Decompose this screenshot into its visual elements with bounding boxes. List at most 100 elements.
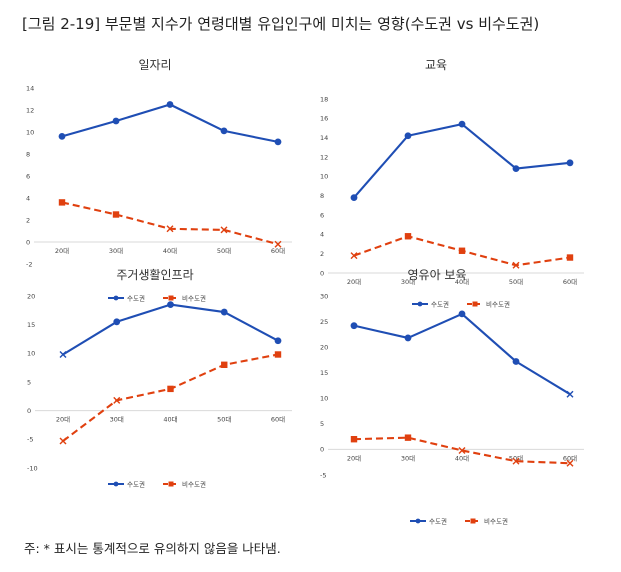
y-tick-label: 6 xyxy=(320,211,324,219)
chart-title: 주거생활인프라 xyxy=(116,268,193,282)
legend-label-capital: 수도권 xyxy=(127,294,145,302)
data-point-capital xyxy=(220,308,228,316)
y-tick-label: 18 xyxy=(320,95,328,103)
data-point-non-capital xyxy=(566,254,574,261)
data-point-capital xyxy=(220,127,228,135)
x-tick-label: 30대 xyxy=(109,247,123,255)
data-point-non-capital xyxy=(458,247,466,254)
data-point-capital xyxy=(112,117,120,125)
legend-marker-capital xyxy=(113,295,119,301)
legend-marker-capital xyxy=(113,481,119,487)
data-point-non-capital xyxy=(274,351,282,358)
x-tick-label: 40대 xyxy=(163,247,177,255)
x-tick-label: 50대 xyxy=(509,454,523,462)
x-tick-label: 20대 xyxy=(347,454,361,462)
legend-marker-non-capital xyxy=(472,301,478,307)
y-tick-label: -5 xyxy=(27,436,33,444)
data-point-non-capital xyxy=(59,437,67,445)
y-tick-label: 6 xyxy=(26,172,30,180)
legend-label-capital: 수도권 xyxy=(429,517,447,525)
legend-label-non-capital: 비수도권 xyxy=(484,516,508,525)
y-tick-label: 10 xyxy=(26,128,34,136)
data-point-capital xyxy=(458,310,466,318)
legend-label-capital: 수도권 xyxy=(127,480,145,488)
y-tick-label: 15 xyxy=(320,369,328,377)
data-point-capital xyxy=(566,159,574,167)
data-point-non-capital xyxy=(113,396,121,404)
y-tick-label: 14 xyxy=(26,84,34,92)
data-point-non-capital xyxy=(350,252,358,260)
y-tick-label: 4 xyxy=(26,194,30,202)
y-tick-label: 0 xyxy=(320,269,324,277)
data-point-non-capital xyxy=(112,211,120,218)
legend-label-non-capital: 비수도권 xyxy=(486,299,510,308)
data-point-capital xyxy=(166,101,174,108)
y-tick-label: 5 xyxy=(27,378,31,386)
data-point-non-capital xyxy=(458,446,466,454)
data-point-capital xyxy=(59,350,67,358)
data-point-non-capital xyxy=(274,240,282,248)
data-point-capital xyxy=(458,120,466,128)
y-tick-label: 30 xyxy=(320,292,328,300)
series-line-non-capital xyxy=(61,201,279,246)
data-point-non-capital xyxy=(512,261,520,269)
y-tick-label: 0 xyxy=(26,238,30,246)
y-tick-label: -10 xyxy=(27,464,38,472)
y-tick-label: 20 xyxy=(320,343,328,351)
data-point-non-capital xyxy=(350,436,358,443)
legend-marker-non-capital xyxy=(168,295,174,301)
legend-label-capital: 수도권 xyxy=(431,300,449,308)
x-tick-label: 30대 xyxy=(110,416,124,424)
chart-title: 영유아 보육 xyxy=(407,268,466,282)
x-tick-label: 60대 xyxy=(271,416,285,424)
series-line-capital xyxy=(353,123,571,199)
data-point-capital xyxy=(113,318,121,326)
series-line-capital xyxy=(61,103,279,143)
data-point-non-capital xyxy=(58,199,66,206)
x-tick-label: 20대 xyxy=(347,278,361,286)
y-tick-label: 14 xyxy=(320,134,328,142)
y-tick-label: 10 xyxy=(320,173,328,181)
y-tick-label: -5 xyxy=(320,471,326,479)
legend-marker-capital xyxy=(415,518,421,524)
legend-label-non-capital: 비수도권 xyxy=(182,479,206,488)
y-tick-label: 12 xyxy=(26,106,34,114)
data-point-capital xyxy=(350,194,358,202)
x-tick-label: 20대 xyxy=(55,247,69,255)
x-tick-label: 30대 xyxy=(401,454,415,462)
data-point-non-capital xyxy=(167,385,174,393)
data-point-non-capital xyxy=(166,225,174,233)
series-line-capital xyxy=(62,303,279,356)
data-point-capital xyxy=(274,138,282,146)
data-point-non-capital xyxy=(404,233,412,240)
data-point-capital xyxy=(566,390,574,398)
footnote: 주: * 표시는 통계적으로 유의하지 않음을 나타냄. xyxy=(24,541,281,556)
legend-marker-capital xyxy=(417,301,423,307)
y-tick-label: 5 xyxy=(320,420,324,428)
y-tick-label: 4 xyxy=(320,231,324,239)
data-point-capital xyxy=(512,165,520,172)
y-tick-label: 10 xyxy=(320,395,328,403)
data-point-non-capital xyxy=(512,457,520,465)
legend-label-non-capital: 비수도권 xyxy=(182,293,206,302)
data-point-capital xyxy=(404,334,412,342)
x-tick-label: 40대 xyxy=(455,454,469,462)
series-line-capital xyxy=(353,312,571,396)
data-point-capital xyxy=(58,133,66,140)
data-point-non-capital xyxy=(404,434,412,441)
chart-title: 일자리 xyxy=(138,58,171,72)
y-tick-label: 2 xyxy=(26,216,30,224)
x-tick-label: 60대 xyxy=(563,454,577,462)
y-tick-label: 8 xyxy=(320,192,324,200)
y-tick-label: 25 xyxy=(320,318,328,326)
y-tick-label: 15 xyxy=(27,321,35,329)
figure-title: [그림 2-19] 부문별 지수가 연령대별 유입인구에 미치는 영향(수도권 … xyxy=(22,15,540,33)
x-tick-label: 20대 xyxy=(56,416,70,424)
data-point-non-capital xyxy=(566,459,574,467)
x-tick-label: 60대 xyxy=(563,278,577,286)
y-tick-label: 16 xyxy=(320,115,328,123)
